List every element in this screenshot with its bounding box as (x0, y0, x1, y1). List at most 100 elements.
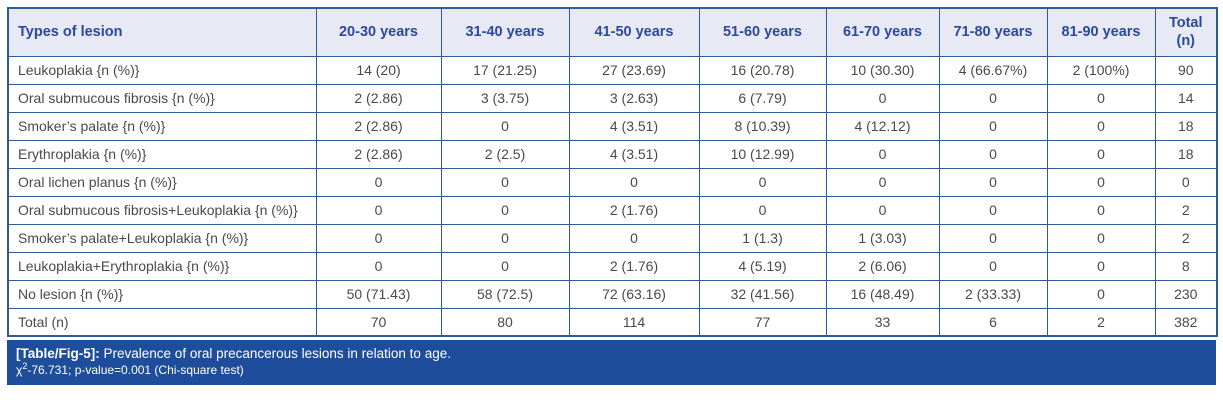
table-cell: 0 (1046, 223, 1156, 253)
column-header-types-of-lesion: Types of lesion (7, 7, 317, 57)
table-cell: 0 (568, 167, 700, 197)
table-row-osf-leukoplakia: Oral submucous fibrosis+Leukoplakia {n (… (7, 195, 1218, 225)
table-cell: 0 (825, 83, 940, 113)
table-cell: 77 (698, 307, 827, 337)
table-cell: 0 (440, 195, 570, 225)
prevalence-table: Types of lesion 20-30 years 31-40 years … (7, 7, 1218, 337)
table-cell: 2 (1.76) (568, 195, 700, 225)
table-cell: 0 (938, 167, 1048, 197)
table-cell: 4 (5.19) (698, 251, 827, 281)
table-row-smokers-palate-leukoplakia: Smoker’s palate+Leukoplakia {n (%)} 0 0 … (7, 223, 1218, 253)
table-cell: 0 (698, 167, 827, 197)
table-cell: 114 (568, 307, 700, 337)
column-header-20-30: 20-30 years (315, 7, 442, 57)
table-cell: 2 (1154, 223, 1218, 253)
table-cell: 0 (315, 195, 442, 225)
table-cell: 18 (1154, 139, 1218, 169)
table-cell: 72 (63.16) (568, 279, 700, 309)
table-cell: 3 (3.75) (440, 83, 570, 113)
table-cell: 0 (1046, 111, 1156, 141)
table-cell: 2 (2.5) (440, 139, 570, 169)
chi-statistic-text: -76.731; p-value=0.001 (Chi-square test) (27, 363, 244, 378)
table-cell: 33 (825, 307, 940, 337)
column-header-51-60: 51-60 years (698, 7, 827, 57)
column-header-41-50: 41-50 years (568, 7, 700, 57)
table-row-no-lesion: No lesion {n (%)} 50 (71.43) 58 (72.5) 7… (7, 279, 1218, 309)
table-cell: 2 (6.06) (825, 251, 940, 281)
table-cell: 16 (48.49) (825, 279, 940, 309)
table-cell: 0 (440, 167, 570, 197)
table-cell: 32 (41.56) (698, 279, 827, 309)
table-caption-label: [Table/Fig-5]: (16, 346, 100, 361)
table-cell: 0 (1154, 167, 1218, 197)
row-label: Oral submucous fibrosis {n (%)} (7, 83, 317, 113)
table-cell: 0 (315, 251, 442, 281)
row-label: Oral submucous fibrosis+Leukoplakia {n (… (7, 195, 317, 225)
table-cell: 0 (440, 111, 570, 141)
table-cell: 0 (938, 195, 1048, 225)
table-cell: 4 (3.51) (568, 111, 700, 141)
table-row-leukoplakia-erythroplakia: Leukoplakia+Erythroplakia {n (%)} 0 0 2 … (7, 251, 1218, 281)
table-cell: 0 (938, 83, 1048, 113)
table-cell: 27 (23.69) (568, 55, 700, 85)
table-cell: 8 (10.39) (698, 111, 827, 141)
table-cell: 50 (71.43) (315, 279, 442, 309)
table-cell: 16 (20.78) (698, 55, 827, 85)
chi-superscript: 2 (22, 361, 28, 372)
table-cell: 10 (12.99) (698, 139, 827, 169)
table-cell: 0 (1046, 83, 1156, 113)
table-cell: 4 (3.51) (568, 139, 700, 169)
table-cell: 70 (315, 307, 442, 337)
table-cell: 0 (825, 139, 940, 169)
table-row-leukoplakia: Leukoplakia {n (%)} 14 (20) 17 (21.25) 2… (7, 55, 1218, 85)
row-label: Erythroplakia {n (%)} (7, 139, 317, 169)
column-header-total: Total (n) (1154, 7, 1218, 57)
table-row-oral-submucous-fibrosis: Oral submucous fibrosis {n (%)} 2 (2.86)… (7, 83, 1218, 113)
table-cell: 4 (12.12) (825, 111, 940, 141)
table-row-total: Total (n) 70 80 114 77 33 6 2 382 (7, 307, 1218, 337)
row-label: Total (n) (7, 307, 317, 337)
column-header-61-70: 61-70 years (825, 7, 940, 57)
table-cell: 0 (440, 223, 570, 253)
table-cell: 230 (1154, 279, 1218, 309)
table-cell: 0 (938, 139, 1048, 169)
table-cell: 14 (1154, 83, 1218, 113)
table-cell: 6 (938, 307, 1048, 337)
chi-square-note: χ2-76.731; p-value=0.001 (Chi-square tes… (16, 361, 1207, 379)
table-cell: 6 (7.79) (698, 83, 827, 113)
column-header-81-90: 81-90 years (1046, 7, 1156, 57)
table-cell: 1 (3.03) (825, 223, 940, 253)
table-cell: 4 (66.67%) (938, 55, 1048, 85)
table-cell: 2 (2.86) (315, 139, 442, 169)
table-cell: 2 (1154, 195, 1218, 225)
table-cell: 18 (1154, 111, 1218, 141)
table-cell: 0 (698, 195, 827, 225)
table-cell: 2 (2.86) (315, 83, 442, 113)
table-cell: 2 (1046, 307, 1156, 337)
row-label: Smoker’s palate+Leukoplakia {n (%)} (7, 223, 317, 253)
table-cell: 0 (315, 167, 442, 197)
row-label: Oral lichen planus {n (%)} (7, 167, 317, 197)
table-cell: 8 (1154, 251, 1218, 281)
table-row-erythroplakia: Erythroplakia {n (%)} 2 (2.86) 2 (2.5) 4… (7, 139, 1218, 169)
table-cell: 382 (1154, 307, 1218, 337)
column-header-71-80: 71-80 years (938, 7, 1048, 57)
table-cell: 0 (1046, 279, 1156, 309)
table-cell: 14 (20) (315, 55, 442, 85)
column-header-31-40: 31-40 years (440, 7, 570, 57)
table-cell: 0 (1046, 139, 1156, 169)
table-cell: 2 (33.33) (938, 279, 1048, 309)
table-cell: 0 (1046, 195, 1156, 225)
table-cell: 0 (315, 223, 442, 253)
table-cell: 2 (100%) (1046, 55, 1156, 85)
table-caption-bar: [Table/Fig-5]: Prevalence of oral precan… (7, 340, 1216, 385)
table-cell: 0 (825, 195, 940, 225)
row-label: Leukoplakia+Erythroplakia {n (%)} (7, 251, 317, 281)
table-cell: 58 (72.5) (440, 279, 570, 309)
table-cell: 2 (2.86) (315, 111, 442, 141)
table-row-oral-lichen-planus: Oral lichen planus {n (%)} 0 0 0 0 0 0 0… (7, 167, 1218, 197)
table-cell: 90 (1154, 55, 1218, 85)
row-label: No lesion {n (%)} (7, 279, 317, 309)
row-label: Leukoplakia {n (%)} (7, 55, 317, 85)
